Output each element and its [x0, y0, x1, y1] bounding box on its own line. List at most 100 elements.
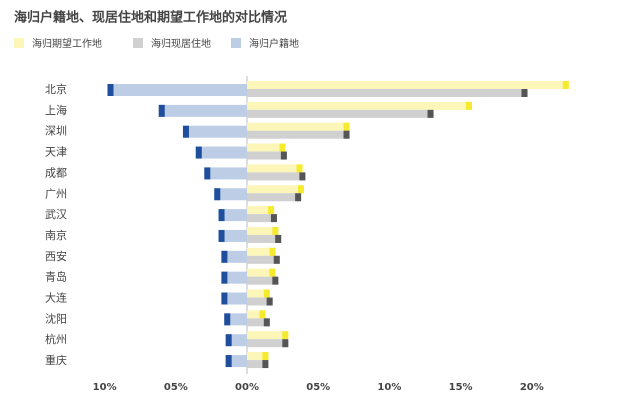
bar-end-cap: [282, 339, 289, 348]
bar: [247, 143, 286, 152]
legend-swatch: [231, 38, 241, 48]
legend-label: 海归现居住地: [151, 37, 211, 50]
bar: [247, 331, 289, 340]
legend-swatch: [133, 38, 143, 48]
y-tick-label: 沈阳: [45, 311, 67, 325]
bar-end-cap: [272, 276, 279, 285]
bar-end-cap: [279, 143, 286, 152]
x-tick-label: 05%: [306, 382, 330, 393]
x-tick-label: 05%: [164, 382, 188, 393]
x-tick-label: 20%: [520, 382, 544, 393]
bar-end-cap: [521, 89, 528, 97]
bar: [158, 104, 248, 117]
y-tick-label: 天津: [45, 146, 67, 159]
bar-end-cap: [218, 209, 225, 222]
bar: [182, 125, 248, 138]
bar: [218, 209, 248, 222]
legend-swatch: [14, 38, 24, 48]
bar: [247, 310, 266, 319]
bar: [247, 164, 303, 173]
bar: [221, 292, 248, 305]
legend-label: 海归期望工作地: [32, 37, 102, 50]
bar: [247, 172, 306, 181]
y-tick-label: 杭州: [45, 332, 67, 346]
y-tick-label: 大连: [45, 291, 67, 305]
bar-end-cap: [280, 151, 287, 160]
bar: [247, 206, 275, 215]
y-tick-label: 西安: [45, 249, 67, 263]
bar-end-cap: [221, 271, 228, 284]
bar-end-cap: [296, 164, 303, 173]
y-tick-label: 重庆: [45, 353, 67, 367]
y-tick-label: 武汉: [45, 208, 67, 221]
bar-end-cap: [269, 268, 276, 277]
bar-end-cap: [295, 193, 302, 202]
y-tick-label: 北京: [45, 82, 67, 96]
bar-end-cap: [259, 310, 266, 319]
x-tick-label: 10%: [93, 382, 117, 393]
bar-end-cap: [343, 130, 350, 139]
bar-end-cap: [282, 331, 289, 340]
legend-label: 海归户籍地: [249, 37, 299, 50]
bar-end-cap: [269, 247, 276, 256]
bar-end-cap: [221, 292, 228, 305]
bar: [247, 122, 350, 131]
bar: [247, 247, 276, 256]
bar-end-cap: [224, 313, 231, 326]
bar: [247, 101, 472, 110]
y-tick-label: 深圳: [45, 125, 67, 138]
bar-end-cap: [297, 185, 304, 194]
bar-end-cap: [182, 125, 189, 138]
bar-end-cap: [268, 206, 275, 215]
bar: [247, 89, 528, 97]
bar: [247, 234, 282, 243]
bar: [247, 360, 269, 369]
bar: [204, 167, 248, 180]
bar: [247, 268, 276, 277]
bar-end-cap: [427, 109, 434, 118]
bar: [107, 84, 248, 96]
chart-title: 海归户籍地、现居住地和期望工作地的对比情况: [14, 10, 287, 26]
bar-end-cap: [273, 255, 280, 264]
bar-end-cap: [218, 229, 225, 242]
bar: [247, 339, 289, 348]
bar: [247, 289, 270, 298]
x-tick-label: 15%: [449, 382, 473, 393]
bar-end-cap: [225, 355, 232, 368]
bar-end-cap: [270, 214, 277, 223]
bar-end-cap: [262, 352, 269, 361]
bar-end-cap: [299, 172, 306, 181]
bar-end-cap: [214, 188, 221, 201]
bar-end-cap: [225, 334, 232, 347]
bar: [247, 109, 434, 118]
x-tick-label: 10%: [377, 382, 401, 393]
bar: [247, 352, 269, 361]
bar: [221, 250, 248, 263]
bar-end-cap: [465, 101, 472, 110]
bar-end-cap: [562, 81, 569, 89]
bar: [247, 81, 569, 89]
y-tick-label: 青岛: [45, 270, 67, 284]
x-tick-label: 00%: [235, 382, 259, 393]
bar: [195, 146, 248, 159]
y-tick-label: 广州: [45, 187, 67, 200]
bar-end-cap: [263, 318, 270, 327]
bar-end-cap: [107, 84, 114, 96]
bar: [247, 226, 279, 235]
y-tick-label: 南京: [45, 228, 67, 242]
bar-end-cap: [158, 104, 165, 117]
bar: [218, 229, 248, 242]
bar-end-cap: [343, 122, 350, 131]
bar-end-cap: [263, 289, 270, 298]
bar: [247, 185, 304, 194]
bar: [247, 276, 279, 285]
bar-end-cap: [272, 226, 279, 235]
bar: [247, 214, 277, 223]
bar-end-cap: [221, 250, 228, 263]
bar: [247, 255, 280, 264]
y-tick-label: 成都: [45, 166, 67, 179]
bar: [247, 151, 287, 160]
bar-end-cap: [275, 234, 282, 243]
